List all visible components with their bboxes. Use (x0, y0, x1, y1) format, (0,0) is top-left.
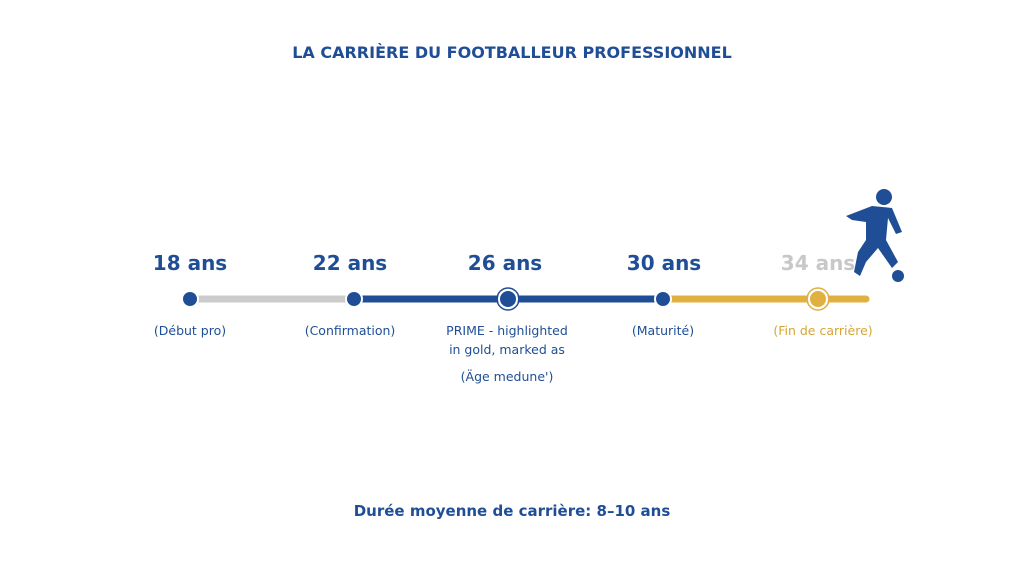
caption: PRIME - highlighted (446, 323, 568, 338)
age-label: 22 ans (313, 251, 387, 275)
milestone-ring (806, 287, 830, 311)
milestone-dot (345, 290, 363, 308)
milestone-dot (808, 289, 828, 309)
caption: (Fin de carrière) (773, 323, 872, 338)
caption: in gold, marked as (449, 342, 565, 357)
milestone-dot (498, 289, 518, 309)
footer-note: Durée moyenne de carrière: 8–10 ans (354, 502, 671, 520)
caption: (Confirmation) (305, 323, 396, 338)
age-label: 30 ans (627, 251, 701, 275)
caption: (Maturité) (632, 323, 694, 338)
milestone-dot (654, 290, 672, 308)
milestone-dot (181, 290, 199, 308)
age-label: 34 ans (781, 251, 855, 275)
age-label: 26 ans (468, 251, 542, 275)
caption: (Début pro) (154, 323, 226, 338)
age-label: 18 ans (153, 251, 227, 275)
milestone-ring (496, 287, 520, 311)
caption: (Äge medune') (461, 369, 554, 384)
title: LA CARRIÈRE DU FOOTBALLEUR PROFESSIONNEL (292, 43, 732, 62)
player-icon (846, 189, 904, 282)
